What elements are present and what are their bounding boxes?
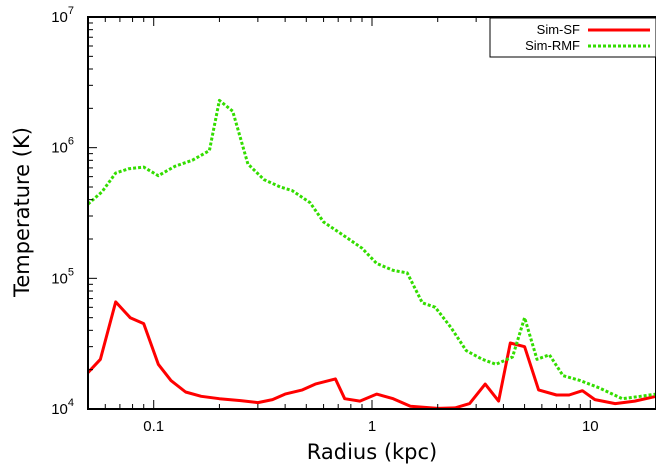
y-tick-label: 105 [51, 266, 74, 287]
y-axis-title: Temperature (K) [10, 127, 34, 298]
y-tick-exponent: 4 [68, 397, 74, 409]
x-tick-label: 1 [368, 418, 376, 435]
x-axis-title: Radius (kpc) [307, 440, 438, 464]
y-tick-exponent: 6 [68, 136, 74, 148]
legend-label: Sim-SF [537, 22, 580, 37]
legend-label: Sim-RMF [525, 38, 580, 53]
y-tick-exponent: 7 [68, 5, 74, 17]
y-tick-exponent: 5 [68, 266, 74, 278]
plot-area [88, 98, 656, 409]
y-tick-label: 107 [51, 5, 74, 26]
y-tick-label: 106 [51, 136, 74, 157]
series-line-sim-rmf [88, 98, 656, 401]
legend-box [489, 17, 656, 58]
x-tick-label: 10 [582, 418, 599, 435]
series-line-sim-sf [88, 300, 656, 409]
plot-frame [87, 16, 656, 410]
axes: 0.1 1 10 104 105 106 107 [51, 5, 656, 435]
y-tick-label: 104 [51, 397, 74, 418]
x-tick-label: 0.1 [143, 418, 164, 435]
